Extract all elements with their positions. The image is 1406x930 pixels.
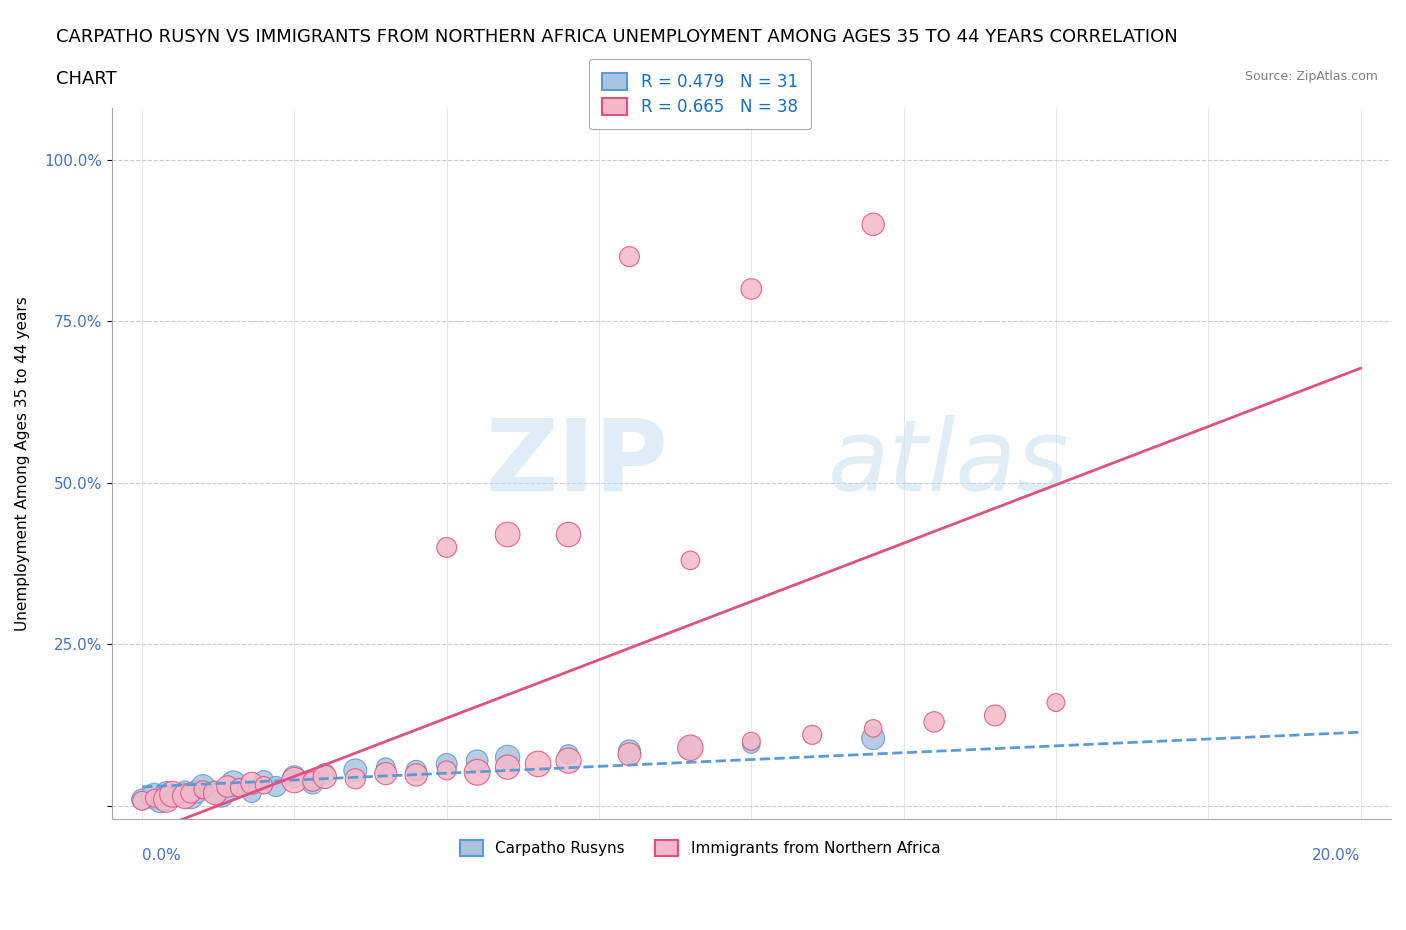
Legend: Carpatho Rusyns, Immigrants from Northern Africa: Carpatho Rusyns, Immigrants from Norther… bbox=[449, 828, 952, 868]
Point bbox=[374, 766, 396, 781]
Point bbox=[131, 792, 153, 807]
Point bbox=[173, 782, 195, 797]
Point bbox=[436, 756, 458, 771]
Point bbox=[167, 787, 190, 802]
Point bbox=[162, 790, 184, 805]
Point bbox=[679, 740, 702, 755]
Point bbox=[162, 787, 184, 802]
Point bbox=[191, 782, 214, 797]
Point bbox=[740, 282, 762, 297]
Point bbox=[344, 763, 367, 777]
Point bbox=[344, 771, 367, 786]
Point bbox=[922, 714, 945, 729]
Point bbox=[496, 750, 519, 764]
Point bbox=[240, 776, 263, 790]
Text: atlas: atlas bbox=[828, 415, 1070, 512]
Point bbox=[253, 773, 276, 788]
Text: CARPATHO RUSYN VS IMMIGRANTS FROM NORTHERN AFRICA UNEMPLOYMENT AMONG AGES 35 TO : CARPATHO RUSYN VS IMMIGRANTS FROM NORTHE… bbox=[56, 28, 1178, 46]
Point bbox=[222, 776, 245, 790]
Point bbox=[228, 780, 250, 795]
Point bbox=[149, 793, 172, 808]
Point bbox=[204, 782, 226, 797]
Point bbox=[862, 731, 884, 746]
Point bbox=[679, 740, 702, 755]
Point bbox=[314, 766, 336, 781]
Point bbox=[204, 786, 226, 801]
Point bbox=[186, 784, 208, 799]
Text: 20.0%: 20.0% bbox=[1312, 848, 1361, 863]
Point bbox=[1045, 695, 1067, 710]
Point bbox=[180, 786, 202, 801]
Point bbox=[143, 790, 166, 805]
Point bbox=[740, 734, 762, 749]
Point bbox=[301, 776, 323, 790]
Point bbox=[131, 793, 153, 808]
Point bbox=[217, 779, 239, 794]
Point bbox=[264, 779, 287, 794]
Point bbox=[619, 249, 641, 264]
Point bbox=[527, 756, 550, 771]
Point bbox=[740, 737, 762, 752]
Point bbox=[143, 789, 166, 804]
Point bbox=[283, 769, 305, 784]
Point bbox=[557, 747, 579, 762]
Point bbox=[283, 773, 305, 788]
Y-axis label: Unemployment Among Ages 35 to 44 years: Unemployment Among Ages 35 to 44 years bbox=[15, 296, 30, 631]
Point bbox=[436, 540, 458, 555]
Point bbox=[405, 763, 427, 777]
Point bbox=[173, 789, 195, 804]
Point bbox=[155, 786, 177, 801]
Point bbox=[314, 769, 336, 784]
Point bbox=[465, 764, 488, 779]
Point bbox=[801, 727, 824, 742]
Point bbox=[180, 789, 202, 804]
Point bbox=[862, 217, 884, 232]
Point bbox=[679, 553, 702, 568]
Point bbox=[984, 708, 1007, 723]
Point bbox=[405, 767, 427, 782]
Text: Source: ZipAtlas.com: Source: ZipAtlas.com bbox=[1244, 70, 1378, 83]
Text: 0.0%: 0.0% bbox=[142, 848, 181, 863]
Point bbox=[496, 527, 519, 542]
Point bbox=[496, 760, 519, 775]
Text: ZIP: ZIP bbox=[485, 415, 668, 512]
Point bbox=[465, 753, 488, 768]
Point bbox=[436, 763, 458, 777]
Point bbox=[228, 780, 250, 795]
Point bbox=[253, 777, 276, 792]
Point bbox=[619, 747, 641, 762]
Point bbox=[374, 760, 396, 775]
Point bbox=[862, 721, 884, 736]
Point bbox=[301, 774, 323, 789]
Point bbox=[619, 744, 641, 759]
Point bbox=[155, 792, 177, 807]
Text: CHART: CHART bbox=[56, 70, 117, 87]
Point bbox=[557, 527, 579, 542]
Point bbox=[557, 753, 579, 768]
Point bbox=[209, 787, 232, 802]
Point bbox=[191, 779, 214, 794]
Point bbox=[240, 786, 263, 801]
